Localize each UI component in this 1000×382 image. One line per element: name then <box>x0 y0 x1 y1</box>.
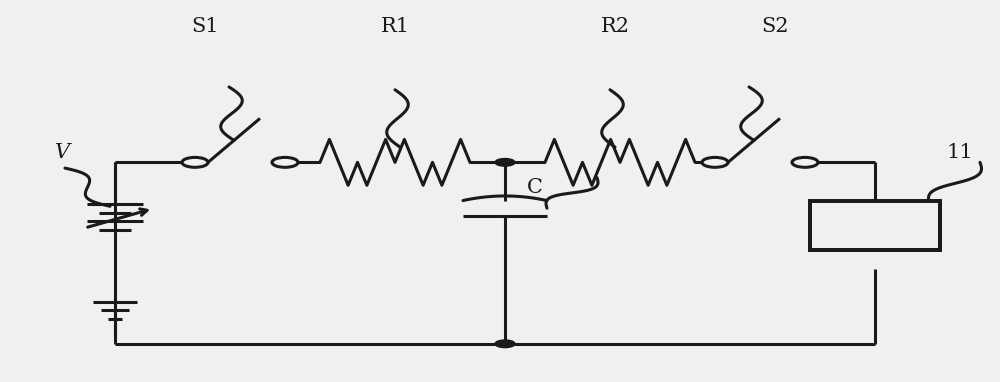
Bar <box>810 201 940 250</box>
Circle shape <box>495 340 515 348</box>
Text: S1: S1 <box>191 17 219 36</box>
Text: R1: R1 <box>380 17 410 36</box>
Circle shape <box>495 159 515 166</box>
Text: C: C <box>527 178 543 197</box>
Text: R2: R2 <box>600 17 630 36</box>
Text: V: V <box>54 143 70 162</box>
Text: S2: S2 <box>761 17 789 36</box>
Text: 11: 11 <box>947 143 973 162</box>
